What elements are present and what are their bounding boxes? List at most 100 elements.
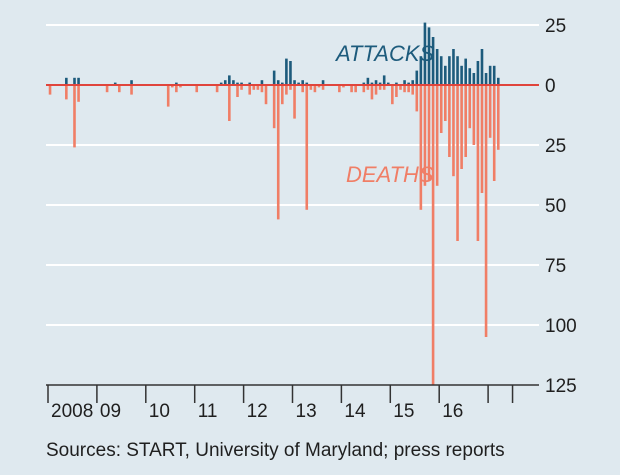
deaths-bar xyxy=(354,85,357,93)
x-tick-label: 15 xyxy=(393,401,414,422)
deaths-bar xyxy=(492,85,496,181)
attacks-bar xyxy=(297,82,300,85)
attacks-bar xyxy=(65,77,68,85)
deaths-bar xyxy=(264,85,268,105)
attacks-bar xyxy=(386,82,390,85)
deaths-bar xyxy=(444,85,447,121)
attacks-bar xyxy=(113,82,117,85)
attacks-bar xyxy=(293,80,296,85)
deaths-bar xyxy=(411,85,415,95)
attacks-bar xyxy=(281,82,284,85)
deaths-bar xyxy=(496,85,500,150)
attacks-bar xyxy=(476,61,480,85)
attacks-bar xyxy=(276,80,280,85)
attacks-bar xyxy=(411,80,415,85)
attacks-bar xyxy=(378,82,382,85)
x-tick-label: 13 xyxy=(296,401,317,422)
attacks-bar xyxy=(419,56,423,85)
attacks-bar xyxy=(272,70,276,85)
deaths-bar xyxy=(289,85,292,90)
attacks-bar xyxy=(223,80,227,85)
attacks-bar xyxy=(289,61,292,85)
attacks-bar xyxy=(73,77,76,85)
attacks-bar xyxy=(439,56,443,85)
deaths-bar xyxy=(65,85,68,100)
deaths-bar xyxy=(256,85,260,90)
attacks-bar xyxy=(415,70,419,85)
deaths-bar xyxy=(179,85,182,88)
deaths-bar xyxy=(77,85,80,102)
deaths-bar xyxy=(48,85,52,95)
deaths-bar xyxy=(476,85,480,241)
deaths-bar xyxy=(403,85,406,93)
attacks-bar xyxy=(232,80,235,85)
deaths-bar xyxy=(166,85,170,107)
attacks-bar xyxy=(484,73,488,85)
attacks-bar xyxy=(175,82,178,85)
attacks-bar xyxy=(480,49,484,85)
deaths-bar xyxy=(378,85,382,90)
attacks-bar xyxy=(448,56,451,85)
deaths-bar xyxy=(118,85,121,93)
deaths-bar xyxy=(362,85,366,93)
deaths-bar xyxy=(321,85,325,90)
deaths-bar xyxy=(215,85,219,93)
x-tick-label: 2008 xyxy=(51,401,93,422)
bars xyxy=(48,22,500,385)
attacks-bar xyxy=(403,80,406,85)
y-tick-label: 50 xyxy=(545,196,566,217)
deaths-bar xyxy=(439,85,443,133)
attacks-bar xyxy=(321,80,325,85)
deaths-bar xyxy=(260,85,264,93)
attacks-bar xyxy=(435,49,439,85)
attacks-bar xyxy=(464,58,467,85)
deaths-bar xyxy=(431,85,435,385)
deaths-bar xyxy=(73,85,76,148)
deaths-bar xyxy=(407,85,410,93)
deaths-bar xyxy=(236,85,239,97)
y-tick-label: 100 xyxy=(545,316,577,337)
attacks-bar xyxy=(301,80,304,85)
deaths-bar xyxy=(399,85,402,90)
deaths-bar xyxy=(248,85,252,95)
deaths-bar xyxy=(370,85,374,100)
deaths-bar xyxy=(317,85,321,88)
deaths-bar xyxy=(240,85,243,90)
deaths-bar xyxy=(285,85,288,95)
deaths-bar xyxy=(484,85,488,337)
attacks-bar xyxy=(219,82,223,85)
deaths-bar xyxy=(415,85,419,112)
deaths-bar xyxy=(350,85,353,93)
deaths-bar xyxy=(175,85,178,93)
deaths-bar xyxy=(170,85,174,88)
deaths-bar xyxy=(309,85,313,90)
attacks-bar xyxy=(382,75,386,85)
deaths-bar xyxy=(228,85,231,121)
attacks-bar xyxy=(362,82,366,85)
deaths-bar xyxy=(293,85,296,119)
attacks-bar xyxy=(460,65,463,85)
x-tick-label: 14 xyxy=(344,401,366,422)
axes: 25 0 25 50 75 100 125 2008 09 10 11 12 13 14 15 16 xyxy=(46,16,577,422)
deaths-bar xyxy=(305,85,309,210)
y-tick-label: 25 xyxy=(545,136,566,157)
deaths-bar xyxy=(423,85,427,186)
deaths-bar xyxy=(272,85,276,129)
attacks-bar xyxy=(423,22,427,86)
attacks-bar xyxy=(77,77,80,85)
attacks-bar xyxy=(248,82,252,85)
attacks-bar xyxy=(130,80,133,85)
deaths-bar xyxy=(472,85,476,145)
attacks-bar xyxy=(240,82,243,85)
deaths-bar xyxy=(452,85,455,177)
source-note: Sources: START, University of Maryland; … xyxy=(46,440,505,461)
y-tick-label: 75 xyxy=(545,256,566,277)
deaths-bar xyxy=(427,85,431,181)
deaths-bar xyxy=(313,85,317,93)
attacks-bar xyxy=(305,82,309,85)
attacks-bar xyxy=(370,82,374,85)
deaths-bar xyxy=(448,85,451,157)
deaths-bar xyxy=(468,85,472,129)
deaths-series-label: DEATHS xyxy=(346,162,434,187)
attacks-bar xyxy=(427,27,431,85)
